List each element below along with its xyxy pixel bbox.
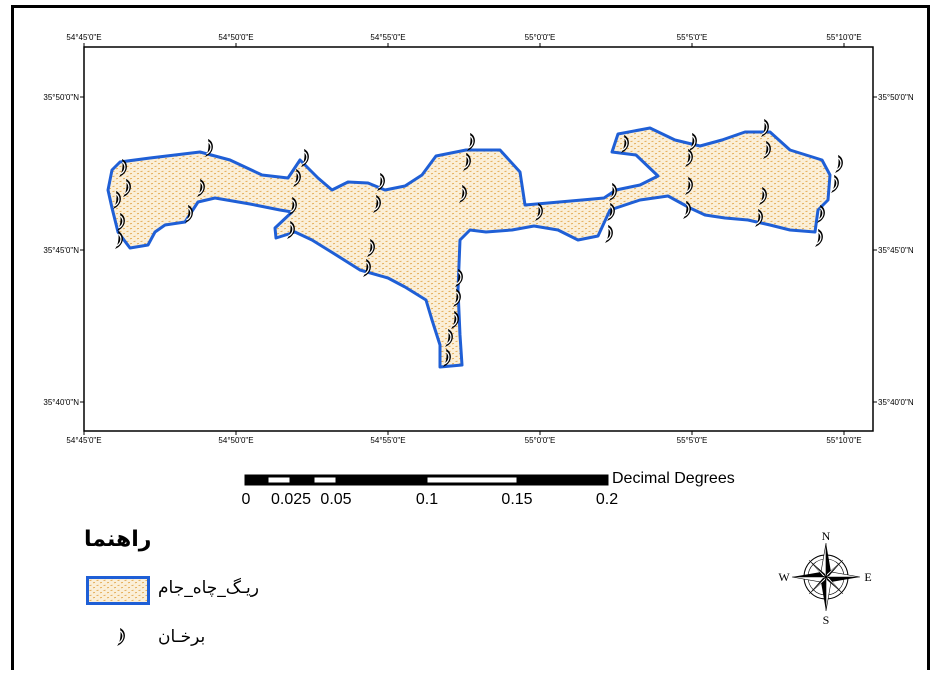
north-arrow-compass-icon: N S E W — [778, 529, 871, 627]
right-lat-tick: 35°40'0"N — [878, 398, 914, 407]
bottom-lon-tick: 55°5'0"E — [677, 436, 708, 445]
scale-label: 0.15 — [501, 491, 533, 508]
map-neatline — [83, 46, 874, 432]
bottom-lon-tick: 55°0'0"E — [525, 436, 556, 445]
scale-label: 0.2 — [595, 491, 619, 508]
top-lon-tick: 55°0'0"E — [525, 33, 556, 42]
scale-label: 0.025 — [270, 491, 312, 508]
bottom-longitude-labels: 54°45'0"E 54°50'0"E 54°55'0"E 55°0'0"E 5… — [66, 436, 861, 445]
left-lat-tick: 35°40'0"N — [43, 398, 79, 407]
sand-legend-swatch — [86, 576, 150, 605]
top-lon-tick: 55°5'0"E — [677, 33, 708, 42]
scale-bar-units: Decimal Degrees — [612, 470, 735, 487]
left-latitude-labels: 35°50'0"N 35°45'0"N 35°40'0"N — [43, 93, 79, 407]
right-lat-tick: 35°50'0"N — [878, 93, 914, 102]
scale-label: 0 — [241, 491, 251, 508]
compass-e: E — [864, 570, 871, 584]
scale-label: 0.1 — [415, 491, 439, 508]
compass-n: N — [822, 529, 831, 543]
legend-title: راهنما — [84, 527, 152, 552]
bottom-lon-tick: 55°10'0"E — [826, 436, 861, 445]
bottom-lon-tick: 54°45'0"E — [66, 436, 101, 445]
scale-label: 0.05 — [320, 491, 352, 508]
top-lon-tick: 54°50'0"E — [218, 33, 253, 42]
sand-sea-polygon — [106, 126, 832, 369]
compass-s: S — [823, 613, 830, 627]
bottom-lon-tick: 54°55'0"E — [370, 436, 405, 445]
dune-legend-icon — [116, 627, 126, 647]
bottom-lon-tick: 54°50'0"E — [218, 436, 253, 445]
left-lat-tick: 35°50'0"N — [43, 93, 79, 102]
right-latitude-labels: 35°50'0"N 35°45'0"N 35°40'0"N — [878, 93, 914, 407]
top-longitude-labels: 54°45'0"E 54°50'0"E 54°55'0"E 55°0'0"E 5… — [66, 33, 861, 42]
map-svg: 54°45'0"E 54°50'0"E 54°55'0"E 55°0'0"E 5… — [43, 33, 914, 486]
top-lon-tick: 54°45'0"E — [66, 33, 101, 42]
legend-label-dune: برخـان — [158, 627, 206, 647]
compass-w: W — [778, 570, 790, 584]
legend-label-sand: ریـگ_چاه_جام — [158, 578, 259, 598]
scale-bar — [244, 474, 609, 486]
top-lon-tick: 55°10'0"E — [826, 33, 861, 42]
top-lon-tick: 54°55'0"E — [370, 33, 405, 42]
left-lat-tick: 35°45'0"N — [43, 246, 79, 255]
map-layout-frame — [11, 5, 930, 670]
right-lat-tick: 35°45'0"N — [878, 246, 914, 255]
